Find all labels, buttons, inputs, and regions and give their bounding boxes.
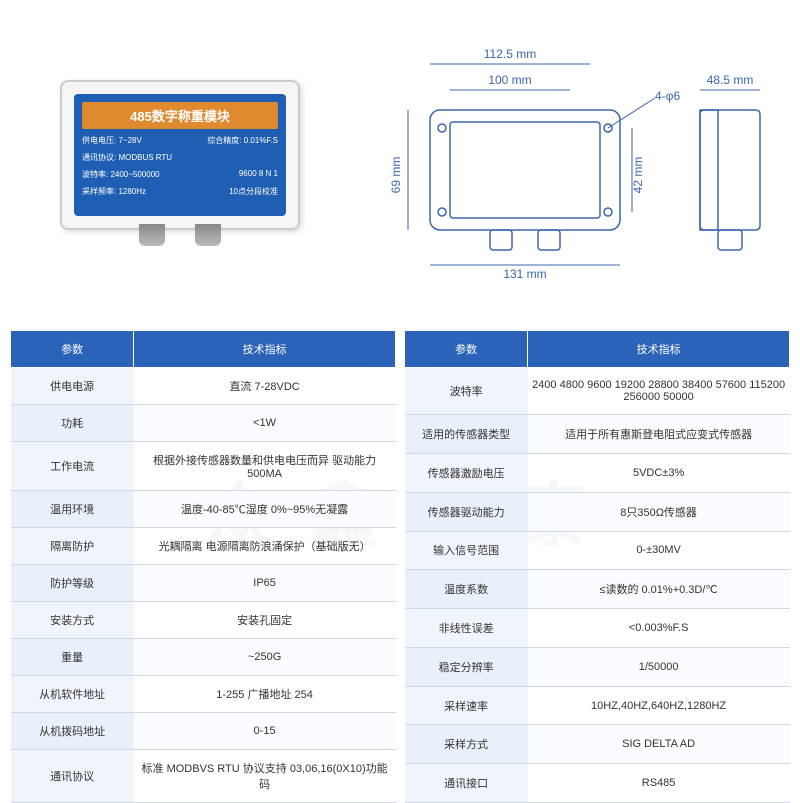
- dim-right-inner: 42 mm: [631, 157, 645, 194]
- cell-param: 温度系数: [405, 570, 528, 609]
- cell-param: 采样方式: [405, 725, 528, 764]
- table-row: 输入信号范围0-±30MV: [405, 531, 790, 570]
- cell-param: 重量: [11, 639, 134, 676]
- cell-value: 2400 4800 9600 19200 28800 38400 57600 1…: [528, 368, 790, 415]
- cell-value: RS485: [528, 764, 790, 803]
- faceplate: 485数字称重模块 供电电压: 7~28V综合精度: 0.01%F.S 通讯协议:…: [74, 94, 286, 216]
- cell-param: 隔离防护: [11, 528, 134, 565]
- dim-left-outer: 69 mm: [389, 157, 403, 194]
- table-row: 传感器激励电压5VDC±3%: [405, 453, 790, 492]
- table-row: 波特率2400 4800 9600 19200 28800 38400 5760…: [405, 368, 790, 415]
- cell-value: 适用于所有惠斯登电阻式应变式传感器: [528, 415, 790, 454]
- table-row: 适用的传感器类型适用于所有惠斯登电阻式应变式传感器: [405, 415, 790, 454]
- cell-value: 1/50000: [528, 647, 790, 686]
- th-param: 参数: [11, 331, 134, 368]
- dim-top-inner: 100 mm: [488, 73, 531, 87]
- table-row: 传感器驱动能力8只350Ω传感器: [405, 492, 790, 531]
- cell-param: 供电电源: [11, 368, 134, 405]
- table-row: 从机拨码地址0-15: [11, 713, 396, 750]
- table-row: 稳定分辨率1/50000: [405, 647, 790, 686]
- label-line: 波特率: 2400~5000009600 8 N 1: [82, 169, 278, 180]
- cell-value: SIG DELTA AD: [528, 725, 790, 764]
- table-row: 功耗<1W: [11, 405, 396, 442]
- cell-param: 传感器激励电压: [405, 453, 528, 492]
- cell-param: 从机拨码地址: [11, 713, 134, 750]
- cell-param: 采样速率: [405, 686, 528, 725]
- th-param: 参数: [405, 331, 528, 368]
- table-row: 供电电源直流 7-28VDC: [11, 368, 396, 405]
- table-row: 工作电流根据外接传感器数量和供电电压而异 驱动能力 500MA: [11, 442, 396, 491]
- table-row: 采样方式SIG DELTA AD: [405, 725, 790, 764]
- cell-value: <1W: [134, 405, 396, 442]
- module-title: 485数字称重模块: [82, 102, 278, 129]
- cell-value: 安装孔固定: [134, 602, 396, 639]
- cell-value: IP65: [134, 565, 396, 602]
- cell-param: 功耗: [11, 405, 134, 442]
- dim-side-w: 48.5 mm: [707, 73, 754, 87]
- cable-glands: [62, 224, 298, 246]
- table-row: 防护等级IP65: [11, 565, 396, 602]
- cell-param: 通讯接口: [405, 764, 528, 803]
- cell-param: 温用环境: [11, 491, 134, 528]
- cell-value: 光耦隔离 电源隔离防浪涌保护（基础版无）: [134, 528, 396, 565]
- cell-value: 标准 MODBVS RTU 协议支持 03,06,16(0X10)功能码: [134, 750, 396, 803]
- table-row: 温度系数≤读数的 0.01%+0.3D/℃: [405, 570, 790, 609]
- cell-param: 传感器驱动能力: [405, 492, 528, 531]
- spec-table-right: 参数 技术指标 波特率2400 4800 9600 19200 28800 38…: [404, 330, 790, 803]
- cell-param: 稳定分辨率: [405, 647, 528, 686]
- cell-value: 0-±30MV: [528, 531, 790, 570]
- label-line: 供电电压: 7~28V综合精度: 0.01%F.S: [82, 135, 278, 146]
- th-value: 技术指标: [528, 331, 790, 368]
- table-row: 采样速率10HZ,40HZ,640HZ,1280HZ: [405, 686, 790, 725]
- cell-value: 根据外接传感器数量和供电电压而异 驱动能力 500MA: [134, 442, 396, 491]
- gland-left-icon: [139, 224, 165, 246]
- dim-bottom: 131 mm: [503, 267, 546, 281]
- technical-drawing: 112.5 mm 100 mm 69 mm 42 mm 4-φ6 131 mm …: [360, 40, 780, 300]
- table-row: 安装方式安装孔固定: [11, 602, 396, 639]
- th-value: 技术指标: [134, 331, 396, 368]
- table-row: 重量~250G: [11, 639, 396, 676]
- cell-param: 安装方式: [11, 602, 134, 639]
- cell-param: 适用的传感器类型: [405, 415, 528, 454]
- spec-table-left: 参数 技术指标 供电电源直流 7-28VDC功耗<1W工作电流根据外接传感器数量…: [10, 330, 396, 803]
- product-photo: 485数字称重模块 供电电压: 7~28V综合精度: 0.01%F.S 通讯协议:…: [40, 60, 320, 260]
- cell-param: 波特率: [405, 368, 528, 415]
- table-row: 隔离防护光耦隔离 电源隔离防浪涌保护（基础版无）: [11, 528, 396, 565]
- spec-tables: 参数 技术指标 供电电源直流 7-28VDC功耗<1W工作电流根据外接传感器数量…: [0, 330, 800, 803]
- cell-value: 1-255 广播地址 254: [134, 676, 396, 713]
- cell-value: 5VDC±3%: [528, 453, 790, 492]
- table-row: 从机软件地址1-255 广播地址 254: [11, 676, 396, 713]
- dim-hole-note: 4-φ6: [655, 89, 680, 103]
- cell-value: 8只350Ω传感器: [528, 492, 790, 531]
- cell-param: 工作电流: [11, 442, 134, 491]
- cell-param: 防护等级: [11, 565, 134, 602]
- table-row: 通讯接口RS485: [405, 764, 790, 803]
- gland-right-icon: [195, 224, 221, 246]
- cell-value: 温度-40-85℃湿度 0%~95%无凝露: [134, 491, 396, 528]
- cell-param: 非线性误差: [405, 609, 528, 648]
- cell-value: 直流 7-28VDC: [134, 368, 396, 405]
- cell-value: ≤读数的 0.01%+0.3D/℃: [528, 570, 790, 609]
- cell-param: 从机软件地址: [11, 676, 134, 713]
- label-line: 采样频率: 1280Hz10点分段校准: [82, 186, 278, 197]
- cell-param: 通讯协议: [11, 750, 134, 803]
- cell-value: 0-15: [134, 713, 396, 750]
- cell-value: <0.003%F.S: [528, 609, 790, 648]
- table-row: 通讯协议标准 MODBVS RTU 协议支持 03,06,16(0X10)功能码: [11, 750, 396, 803]
- dim-top-outer: 112.5 mm: [484, 47, 536, 61]
- cell-value: 10HZ,40HZ,640HZ,1280HZ: [528, 686, 790, 725]
- cell-param: 输入信号范围: [405, 531, 528, 570]
- table-row: 温用环境温度-40-85℃湿度 0%~95%无凝露: [11, 491, 396, 528]
- cell-value: ~250G: [134, 639, 396, 676]
- label-line: 通讯协议: MODBUS RTU: [82, 152, 278, 163]
- table-row: 非线性误差<0.003%F.S: [405, 609, 790, 648]
- enclosure: 485数字称重模块 供电电压: 7~28V综合精度: 0.01%F.S 通讯协议:…: [60, 80, 300, 230]
